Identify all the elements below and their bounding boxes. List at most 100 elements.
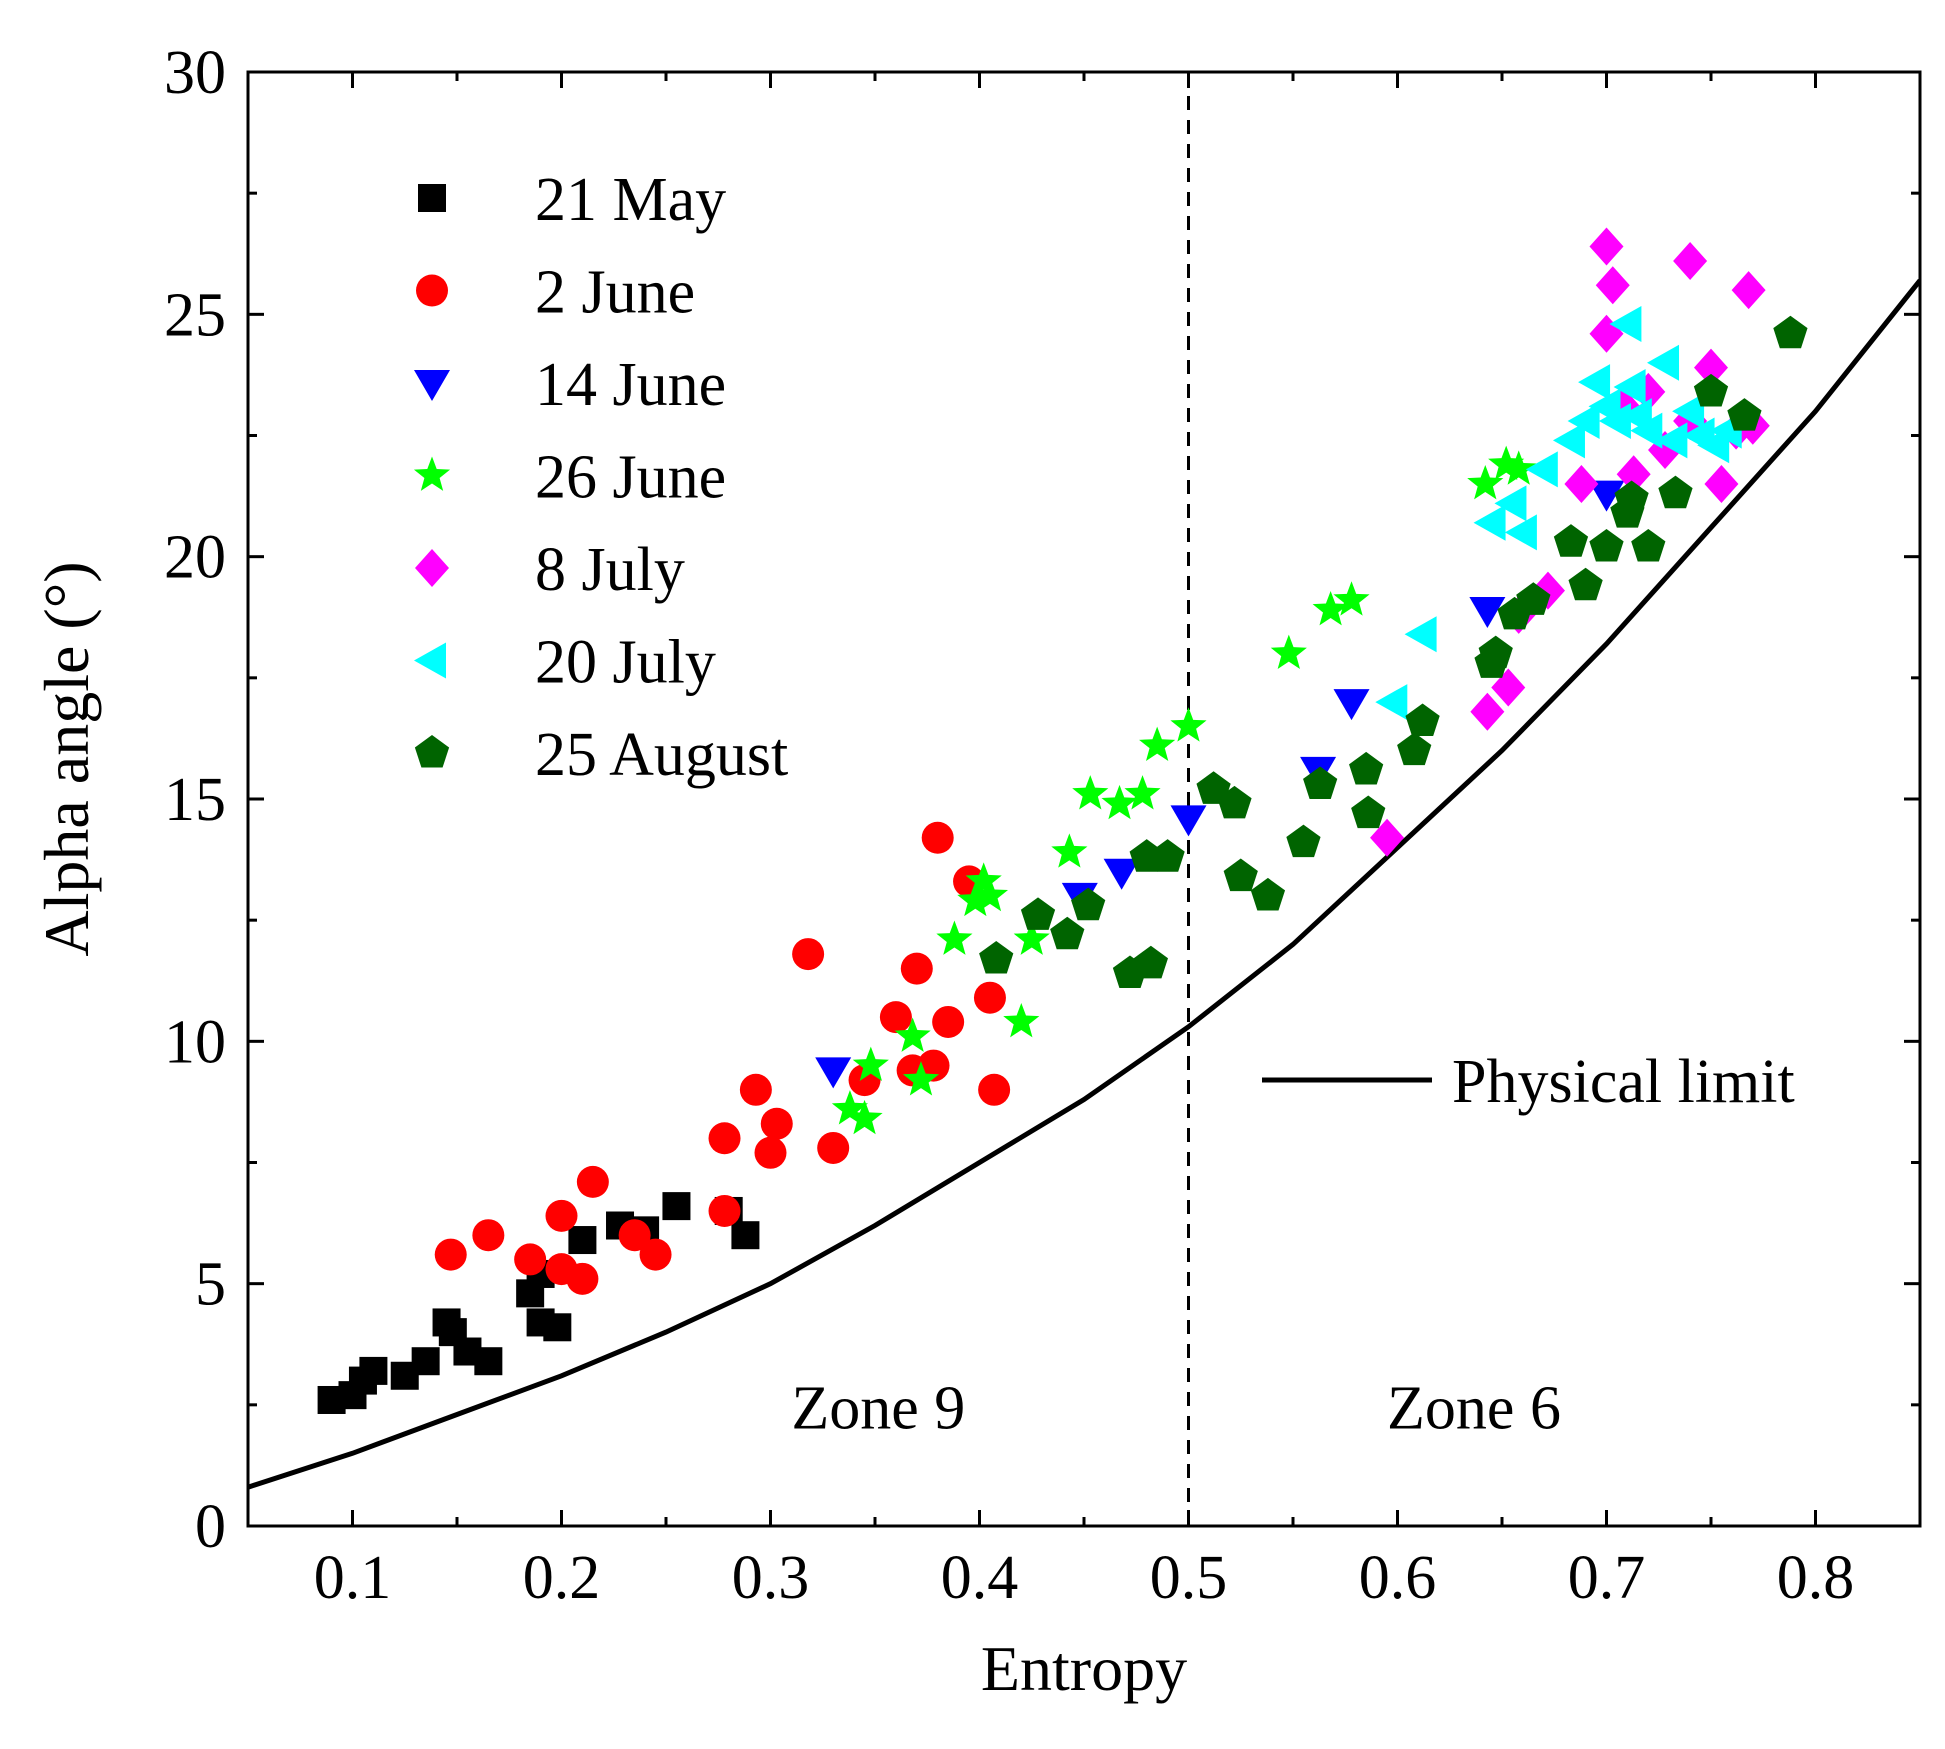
data-point [1589, 528, 1624, 562]
data-point [1494, 485, 1527, 522]
data-point [792, 938, 825, 971]
legend-marker [414, 735, 450, 768]
data-point [543, 1313, 572, 1342]
y-tick-label: 0 [195, 1493, 226, 1561]
legend-item: 8 July [415, 536, 685, 604]
series-26-june [831, 445, 1537, 1135]
plot-marks [248, 72, 1920, 1526]
legend-marker [414, 642, 446, 679]
legend-item: 26 June [413, 444, 726, 512]
data-point [1333, 689, 1370, 721]
legend-item: 20 July [414, 629, 716, 697]
x-tick-label: 0.2 [523, 1544, 601, 1612]
annotations: Zone 9 Zone 6 [791, 1374, 1561, 1442]
data-point [1655, 422, 1688, 459]
y-tick-label: 10 [164, 1008, 226, 1076]
legend: 21 May 2 June 14 June 26 June 8 July 20 July 2… [413, 166, 1795, 1116]
data-point [1578, 364, 1611, 401]
data-point [1500, 450, 1537, 485]
data-point [1613, 369, 1646, 406]
data-point [1223, 858, 1258, 892]
data-point [971, 876, 1009, 912]
data-point [1003, 1002, 1040, 1038]
data-point [1552, 422, 1585, 459]
data-point [936, 920, 973, 955]
data-point [1217, 785, 1252, 819]
data-point [472, 1219, 505, 1252]
data-point [1404, 616, 1437, 653]
data-point [1467, 464, 1504, 500]
legend-label: 8 July [535, 536, 685, 604]
data-point [1504, 514, 1537, 551]
data-point [1370, 818, 1405, 857]
data-point [1333, 581, 1370, 616]
data-point [1020, 897, 1056, 930]
data-point [1631, 528, 1666, 562]
series-21-may [317, 1192, 760, 1414]
data-point [566, 1262, 599, 1295]
data-point [973, 981, 1006, 1014]
y-axis-title: Alpha angle (°) [31, 561, 102, 956]
legend-label: 26 June [535, 444, 726, 512]
y-tick-label: 15 [164, 766, 226, 834]
data-point [978, 1073, 1011, 1106]
data-point [1704, 464, 1739, 503]
data-point [1170, 805, 1207, 837]
data-point [1051, 833, 1088, 868]
x-tick-label: 0.5 [1150, 1544, 1228, 1612]
x-tick-label: 0.6 [1359, 1544, 1437, 1612]
data-point [760, 1107, 793, 1140]
data-point [1727, 398, 1762, 431]
data-point [1397, 732, 1432, 766]
data-point [754, 1136, 787, 1169]
data-point [894, 1017, 931, 1052]
legend-label: 25 August [535, 721, 788, 789]
data-point [852, 1046, 889, 1081]
data-point [879, 1001, 912, 1034]
data-point [1312, 590, 1349, 626]
data-point [514, 1243, 547, 1276]
series-20-july [1375, 306, 1742, 721]
data-point [1103, 858, 1140, 890]
data-point [1672, 393, 1705, 430]
data-point [1609, 306, 1642, 343]
data-point [815, 1057, 852, 1089]
data-point [817, 1131, 850, 1164]
data-point [902, 1061, 940, 1096]
data-point [1150, 839, 1185, 872]
data-point [639, 1238, 672, 1271]
data-point [359, 1356, 388, 1385]
data-point [411, 1347, 440, 1376]
data-point [1614, 480, 1649, 514]
y-tick-label: 5 [195, 1251, 226, 1319]
legend-item-physical-limit: Physical limit [1262, 1048, 1795, 1116]
data-point [957, 881, 994, 917]
data-point [731, 1221, 760, 1250]
data-point [1405, 703, 1440, 737]
data-point [932, 1005, 965, 1038]
legend-label: 14 June [535, 351, 726, 419]
data-point [846, 1099, 883, 1135]
data-point [708, 1194, 741, 1227]
data-point [1473, 504, 1506, 541]
data-point [1351, 795, 1386, 829]
data-point [1693, 373, 1729, 407]
data-point [1616, 455, 1651, 494]
data-point [1673, 242, 1708, 281]
legend-marker [413, 456, 451, 491]
data-point [1630, 412, 1663, 449]
x-tick-label: 0.4 [941, 1544, 1019, 1612]
data-point [1050, 916, 1085, 950]
data-point [1470, 692, 1505, 731]
legend-item: 21 May [418, 166, 726, 234]
legend-marker [418, 184, 446, 212]
data-point [1564, 464, 1599, 503]
data-point [1124, 775, 1161, 810]
data-point [1589, 227, 1624, 266]
data-point [1658, 475, 1693, 509]
data-point [1072, 775, 1109, 810]
legend-item: 25 August [414, 721, 788, 789]
legend-marker [414, 370, 450, 401]
data-point [1773, 315, 1808, 349]
